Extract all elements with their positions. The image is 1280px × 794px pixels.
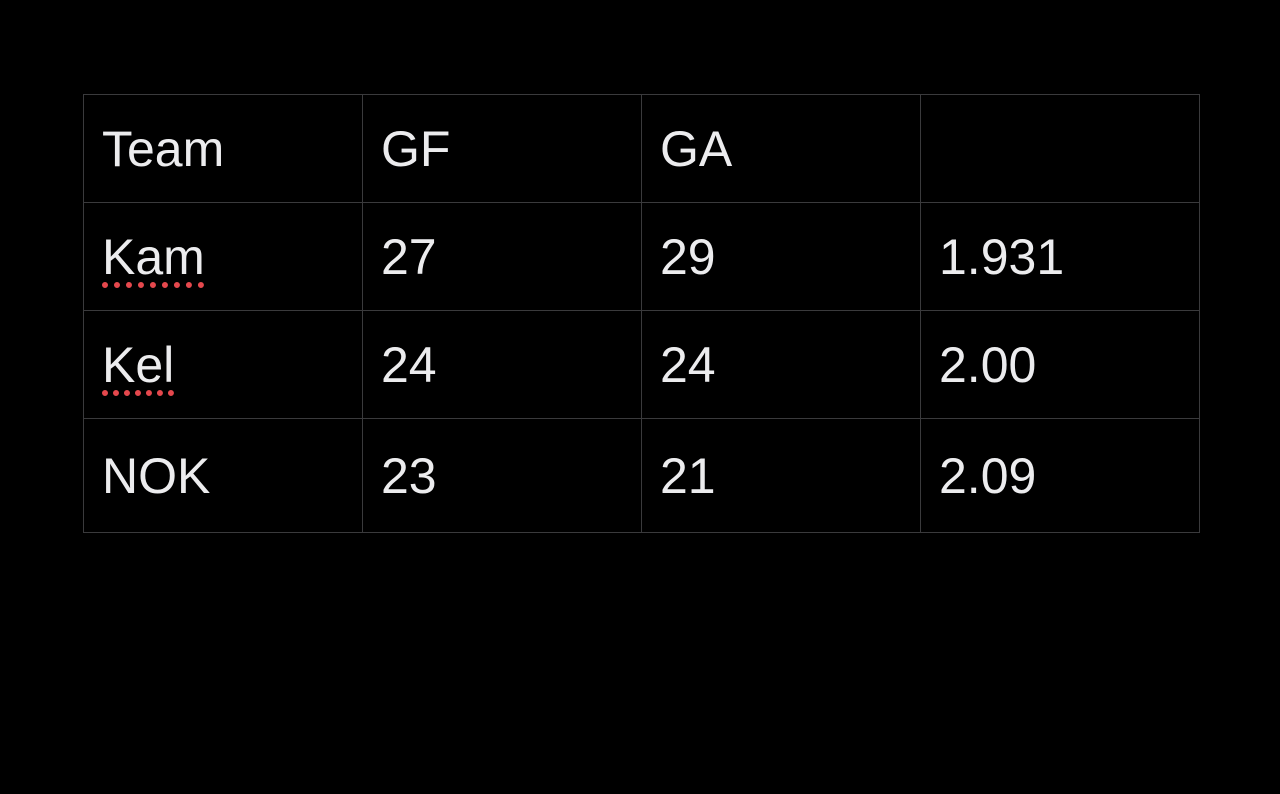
cell-team[interactable]: Kam [83,202,363,311]
team-name-misspelled: Kel [102,336,175,393]
header-label-team: Team [102,120,225,177]
header-cell-ga[interactable]: GA [641,94,921,203]
cell-ga[interactable]: 24 [641,310,921,419]
header-cell-empty[interactable] [920,94,1200,203]
cell-gf[interactable]: 23 [362,418,642,533]
ratio-value: 2.00 [939,336,1037,393]
stats-table: Team GF GA Kam 27 29 1.931 Kel 24 24 2.0… [83,94,1200,533]
goals-against-value: 29 [660,228,716,285]
stats-table-container: Team GF GA Kam 27 29 1.931 Kel 24 24 2.0… [83,94,1200,533]
cell-ratio[interactable]: 1.931 [920,202,1200,311]
header-label-gf: GF [381,120,451,177]
table-header-row: Team GF GA [83,94,1200,203]
cell-ga[interactable]: 29 [641,202,921,311]
team-name: NOK [102,447,211,504]
cell-ratio[interactable]: 2.09 [920,418,1200,533]
header-cell-team[interactable]: Team [83,94,363,203]
cell-ratio[interactable]: 2.00 [920,310,1200,419]
cell-team[interactable]: Kel [83,310,363,419]
goals-for-value: 23 [381,447,437,504]
ratio-value: 1.931 [939,228,1065,285]
goals-for-value: 27 [381,228,437,285]
cell-team[interactable]: NOK [83,418,363,533]
table-row: Kel 24 24 2.00 [83,310,1200,419]
cell-gf[interactable]: 27 [362,202,642,311]
cell-gf[interactable]: 24 [362,310,642,419]
goals-against-value: 24 [660,336,716,393]
goals-for-value: 24 [381,336,437,393]
header-label-ga: GA [660,120,733,177]
goals-against-value: 21 [660,447,716,504]
table-row: Kam 27 29 1.931 [83,202,1200,311]
header-cell-gf[interactable]: GF [362,94,642,203]
team-name-misspelled: Kam [102,228,205,285]
table-row: NOK 23 21 2.09 [83,418,1200,533]
cell-ga[interactable]: 21 [641,418,921,533]
ratio-value: 2.09 [939,447,1037,504]
